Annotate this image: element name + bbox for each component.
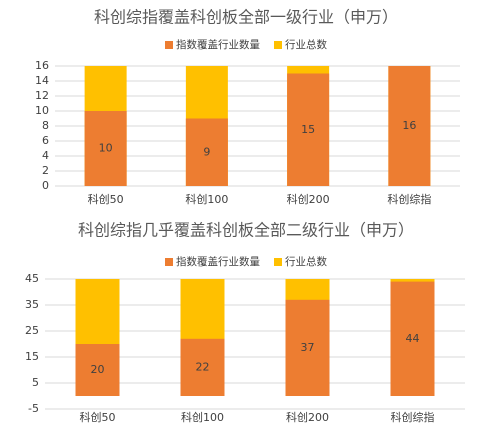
x-tick-label: 科创综指 [391,410,435,424]
bar [390,281,435,396]
bar [75,344,120,396]
x-tick-label: 科创200 [287,192,330,206]
x-tick-label: 科创50 [80,410,116,424]
data-label: 37 [301,341,315,354]
y-tick-label: 6 [42,134,49,147]
y-tick-label: 10 [35,104,49,117]
y-tick-label: 2 [42,164,49,177]
y-tick-label: 5 [32,376,39,389]
data-label: 20 [91,363,105,376]
chart-title: 科创综指覆盖科创板全部一级行业（申万） [94,8,398,27]
legend-swatch [165,258,173,266]
y-tick-label: 4 [42,149,49,162]
bar [185,118,228,186]
y-tick-label: 15 [25,350,39,363]
bar [84,111,127,186]
y-tick-label: 45 [25,272,39,285]
y-tick-label: -5 [28,402,39,415]
legend-swatch [274,258,282,266]
data-label: 22 [196,360,210,373]
x-tick-label: 科创100 [181,410,224,424]
chart: 科创综指几乎覆盖科创板全部二级行业（申万） 指数覆盖行业数量 行业总数 -5 5 15 25… [25,221,465,424]
data-label: 16 [402,119,416,132]
legend: 指数覆盖行业数量 行业总数 [165,38,327,51]
y-tick-label: 25 [25,324,39,337]
chart: 科创综指覆盖科创板全部一级行业（申万） 指数覆盖行业数量 行业总数 0 2 4 6 8 10 12… [35,8,460,206]
x-tick-label: 科创综指 [387,192,431,206]
chart-title: 科创综指几乎覆盖科创板全部二级行业（申万） [78,221,414,240]
legend-label: 行业总数 [285,255,327,268]
y-tick-label: 0 [42,179,49,192]
data-label: 10 [99,142,113,155]
bar [180,338,225,396]
y-tick-label: 12 [35,89,49,102]
data-label: 15 [301,123,315,136]
legend-label: 行业总数 [285,38,327,51]
y-tick-label: 35 [25,298,39,311]
legend-label: 指数覆盖行业数量 [176,255,260,268]
legend-swatch [165,41,173,49]
legend: 指数覆盖行业数量 行业总数 [165,255,327,268]
x-tick-label: 科创100 [185,192,228,206]
bar [388,66,431,186]
bar [285,299,330,396]
data-label: 44 [406,332,420,345]
y-tick-label: 14 [35,74,49,87]
y-tick-label: 16 [35,59,49,72]
x-tick-label: 科创200 [286,410,329,424]
data-label: 9 [203,145,210,158]
legend-swatch [274,41,282,49]
y-tick-label: 8 [42,119,49,132]
bar [287,73,330,186]
legend-label: 指数覆盖行业数量 [176,38,260,51]
x-tick-label: 科创50 [88,192,124,206]
